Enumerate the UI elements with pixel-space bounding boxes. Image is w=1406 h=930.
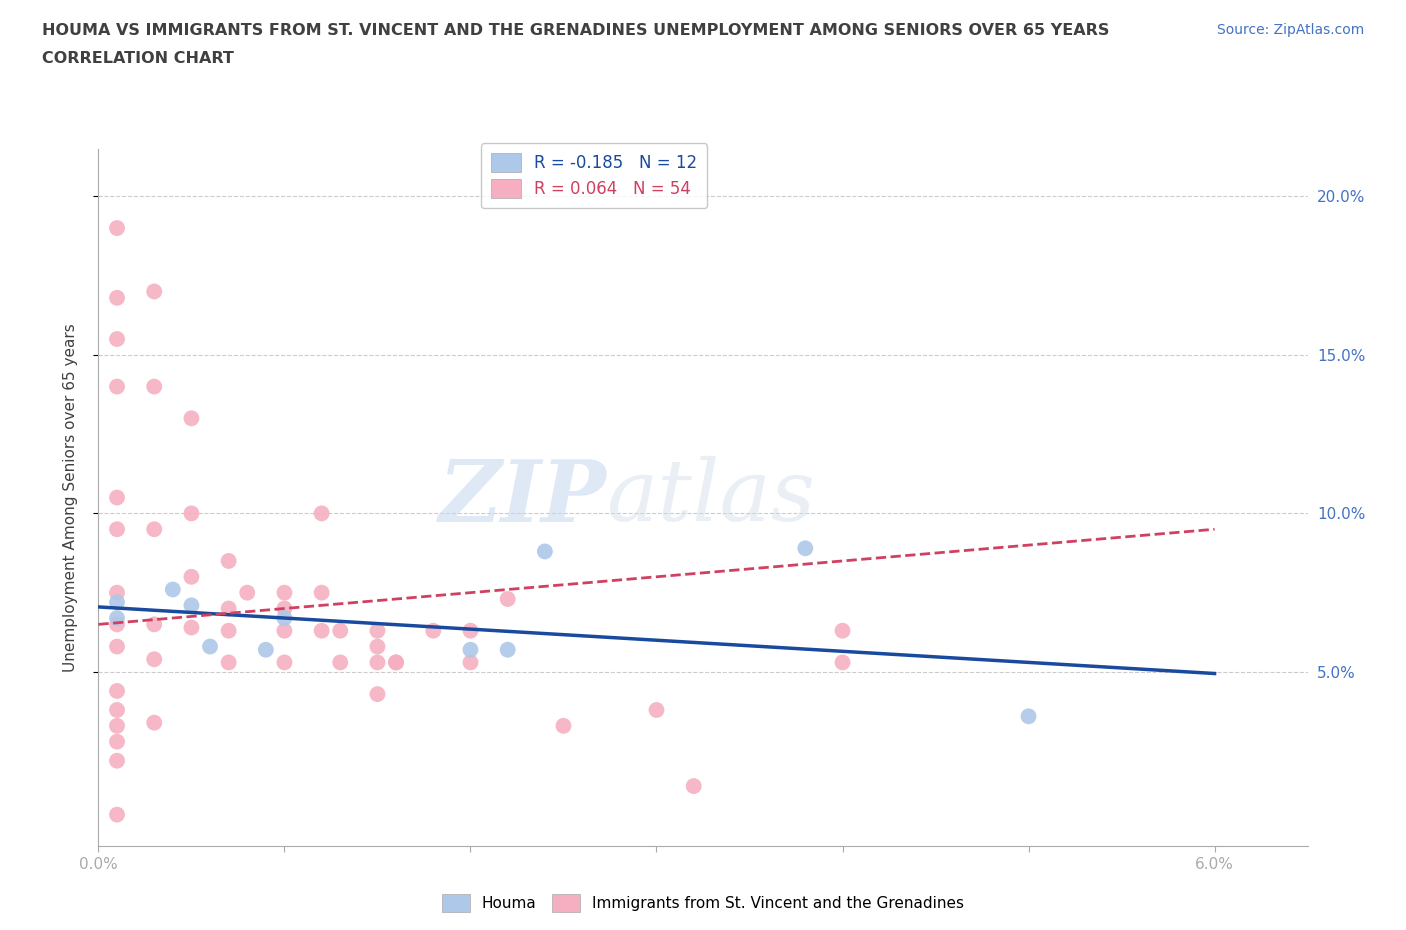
Point (180, 569, 202, 584)
Point (143, 379, 166, 394)
Point (105, 611, 128, 626)
Point (105, 220, 128, 235)
Point (366, 623, 388, 638)
Point (143, 284, 166, 299)
Point (311, 506, 333, 521)
Point (1018, 709, 1040, 724)
Point (460, 655, 482, 670)
Point (496, 643, 519, 658)
Point (460, 623, 482, 638)
Text: Source: ZipAtlas.com: Source: ZipAtlas.com (1216, 23, 1364, 37)
Point (311, 623, 333, 638)
Point (143, 617, 166, 631)
Point (385, 655, 408, 670)
Point (105, 290, 128, 305)
Point (366, 686, 388, 701)
Point (105, 702, 128, 717)
Text: ZIP: ZIP (439, 456, 606, 539)
Point (794, 541, 817, 556)
Legend: Houma, Immigrants from St. Vincent and the Grenadines: Houma, Immigrants from St. Vincent and t… (436, 888, 970, 918)
Point (366, 655, 388, 670)
Point (329, 655, 352, 670)
Point (180, 620, 202, 635)
Point (105, 718, 128, 733)
Point (180, 598, 202, 613)
Point (422, 623, 444, 638)
Point (143, 652, 166, 667)
Legend: R = -0.185   N = 12, R = 0.064   N = 54: R = -0.185 N = 12, R = 0.064 N = 54 (481, 143, 707, 208)
Point (273, 611, 295, 626)
Point (682, 778, 704, 793)
Point (105, 617, 128, 631)
Point (831, 655, 853, 670)
Point (143, 522, 166, 537)
Point (105, 684, 128, 698)
Point (273, 601, 295, 616)
Y-axis label: Unemployment Among Seniors over 65 years: Unemployment Among Seniors over 65 years (63, 324, 77, 672)
Point (198, 639, 221, 654)
Text: HOUMA VS IMMIGRANTS FROM ST. VINCENT AND THE GRENADINES UNEMPLOYMENT AMONG SENIO: HOUMA VS IMMIGRANTS FROM ST. VINCENT AND… (42, 23, 1109, 38)
Point (105, 595, 128, 610)
Point (831, 623, 853, 638)
Point (218, 623, 240, 638)
Point (105, 735, 128, 750)
Point (496, 591, 519, 606)
Point (105, 639, 128, 654)
Point (105, 522, 128, 537)
Point (162, 582, 184, 597)
Point (645, 702, 668, 717)
Point (218, 601, 240, 616)
Point (366, 639, 388, 654)
Point (460, 643, 482, 658)
Point (180, 506, 202, 521)
Point (105, 585, 128, 600)
Point (385, 655, 408, 670)
Point (236, 585, 259, 600)
Point (329, 623, 352, 638)
Point (105, 753, 128, 768)
Point (254, 643, 277, 658)
Point (218, 655, 240, 670)
Point (534, 544, 557, 559)
Point (273, 585, 295, 600)
Point (311, 585, 333, 600)
Point (218, 553, 240, 568)
Text: CORRELATION CHART: CORRELATION CHART (42, 51, 233, 66)
Point (105, 490, 128, 505)
Point (553, 718, 575, 733)
Point (105, 807, 128, 822)
Point (273, 623, 295, 638)
Point (273, 655, 295, 670)
Point (180, 411, 202, 426)
Point (143, 715, 166, 730)
Point (105, 332, 128, 347)
Point (105, 379, 128, 394)
Text: atlas: atlas (606, 457, 815, 538)
